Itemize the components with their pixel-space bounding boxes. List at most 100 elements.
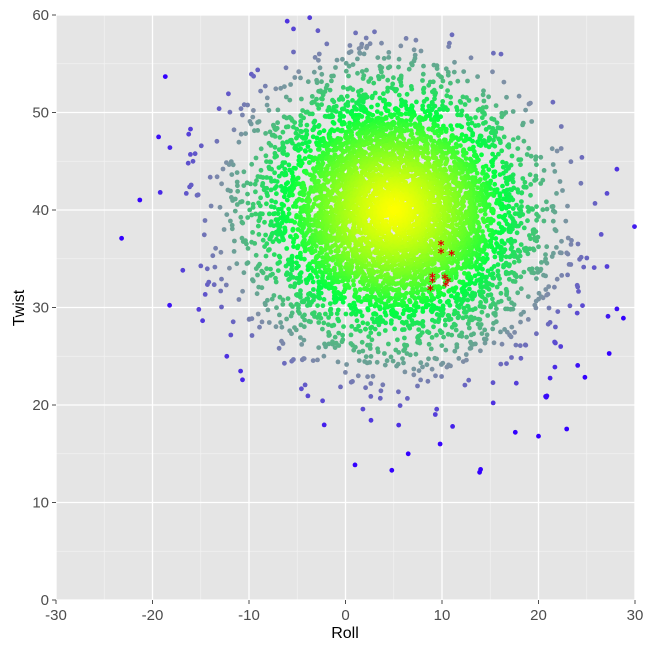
data-point [331, 156, 337, 162]
data-point [426, 266, 431, 271]
data-point [268, 187, 274, 193]
data-point [227, 265, 232, 271]
data-point [347, 43, 353, 48]
data-point [325, 179, 331, 184]
data-point [332, 286, 338, 291]
data-point [329, 78, 334, 84]
data-point [357, 309, 363, 315]
data-point [305, 296, 311, 301]
data-point [252, 181, 258, 187]
data-point [534, 211, 539, 217]
data-point [526, 209, 531, 214]
data-point [291, 49, 296, 55]
data-point [494, 306, 499, 312]
data-point [484, 332, 490, 338]
data-point [518, 355, 524, 361]
data-point [466, 325, 472, 331]
data-point [441, 271, 446, 277]
data-point [532, 178, 537, 183]
data-point [292, 220, 298, 225]
data-point [369, 104, 374, 110]
data-point [346, 63, 352, 69]
data-point [564, 426, 570, 432]
data-point [498, 361, 504, 367]
data-point [429, 107, 435, 113]
data-point [334, 57, 340, 63]
data-point [279, 338, 284, 344]
data-point [292, 120, 298, 125]
data-point [418, 48, 424, 54]
data-point [568, 159, 574, 165]
data-point [315, 124, 321, 129]
data-point [396, 287, 402, 292]
data-point [499, 148, 505, 154]
data-point [509, 355, 514, 360]
data-point [393, 347, 399, 353]
data-point [404, 290, 409, 296]
data-point [271, 223, 277, 229]
data-point [269, 296, 275, 302]
data-point [413, 300, 419, 306]
data-point [463, 209, 469, 215]
data-point [544, 199, 549, 205]
data-point [250, 278, 256, 284]
data-point [552, 339, 557, 345]
data-point [290, 226, 296, 232]
data-point [229, 226, 235, 232]
data-point [331, 228, 337, 234]
data-point [356, 349, 362, 355]
data-point [370, 373, 376, 379]
data-point [285, 180, 291, 186]
data-point [470, 290, 475, 296]
data-point [277, 294, 283, 300]
data-point [253, 155, 259, 161]
data-point [494, 200, 499, 206]
data-point [299, 129, 304, 135]
data-point [347, 124, 352, 130]
data-point [354, 107, 360, 112]
data-point [349, 324, 355, 329]
data-point [554, 245, 559, 250]
data-point [373, 301, 379, 307]
data-point [369, 337, 375, 343]
data-point [489, 159, 494, 165]
data-point [466, 271, 471, 276]
data-point [495, 268, 501, 274]
data-point [312, 168, 318, 174]
data-point [487, 272, 493, 278]
data-point [479, 309, 485, 315]
data-point [360, 76, 366, 81]
data-point [515, 247, 521, 253]
data-point [482, 244, 487, 250]
data-point [298, 146, 303, 152]
data-point [401, 136, 407, 142]
data-point [335, 307, 341, 313]
data-point [258, 146, 264, 152]
data-point [227, 109, 233, 115]
data-point [229, 172, 235, 178]
data-point [411, 366, 417, 372]
data-point [378, 314, 383, 320]
data-point [350, 379, 355, 384]
data-point [326, 315, 331, 320]
data-point [452, 59, 457, 65]
data-point [307, 160, 312, 166]
data-point [359, 339, 365, 345]
data-point [308, 319, 313, 325]
data-point [468, 231, 473, 236]
data-point [350, 98, 355, 103]
data-point [368, 417, 374, 423]
data-point [489, 266, 494, 272]
data-point [322, 279, 328, 284]
data-point [232, 196, 238, 202]
data-point [525, 317, 531, 322]
data-point [405, 323, 411, 329]
data-point [482, 207, 488, 213]
data-point [316, 345, 322, 350]
data-point [239, 199, 245, 204]
data-point [385, 77, 391, 83]
data-point [453, 327, 459, 333]
data-point [499, 110, 505, 116]
data-point [477, 289, 482, 294]
data-point [221, 227, 227, 232]
